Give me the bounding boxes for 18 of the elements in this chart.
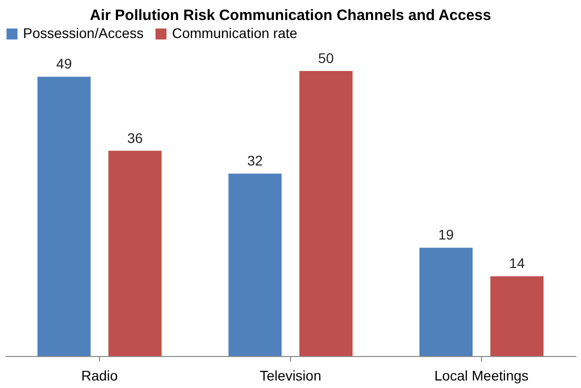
data-label: 19 (438, 226, 454, 243)
x-tick-label: Television (260, 368, 322, 384)
legend-label: Communication rate (172, 25, 298, 41)
bar (490, 276, 544, 356)
data-label: 36 (127, 130, 143, 146)
chart-title: Air Pollution Risk Communication Channels and Access (90, 7, 492, 24)
bar (108, 150, 162, 356)
bar (419, 248, 473, 356)
x-tick-label: Local Meetings (434, 368, 529, 384)
x-tick-label: Radio (81, 368, 118, 384)
data-label: 50 (318, 50, 334, 66)
bar (228, 174, 282, 356)
bar (37, 76, 91, 356)
data-label: 49 (56, 56, 72, 72)
data-label: 14 (509, 255, 525, 272)
data-label: 32 (247, 152, 264, 169)
bar (299, 71, 353, 356)
legend-label: Possession/Access (23, 25, 144, 41)
